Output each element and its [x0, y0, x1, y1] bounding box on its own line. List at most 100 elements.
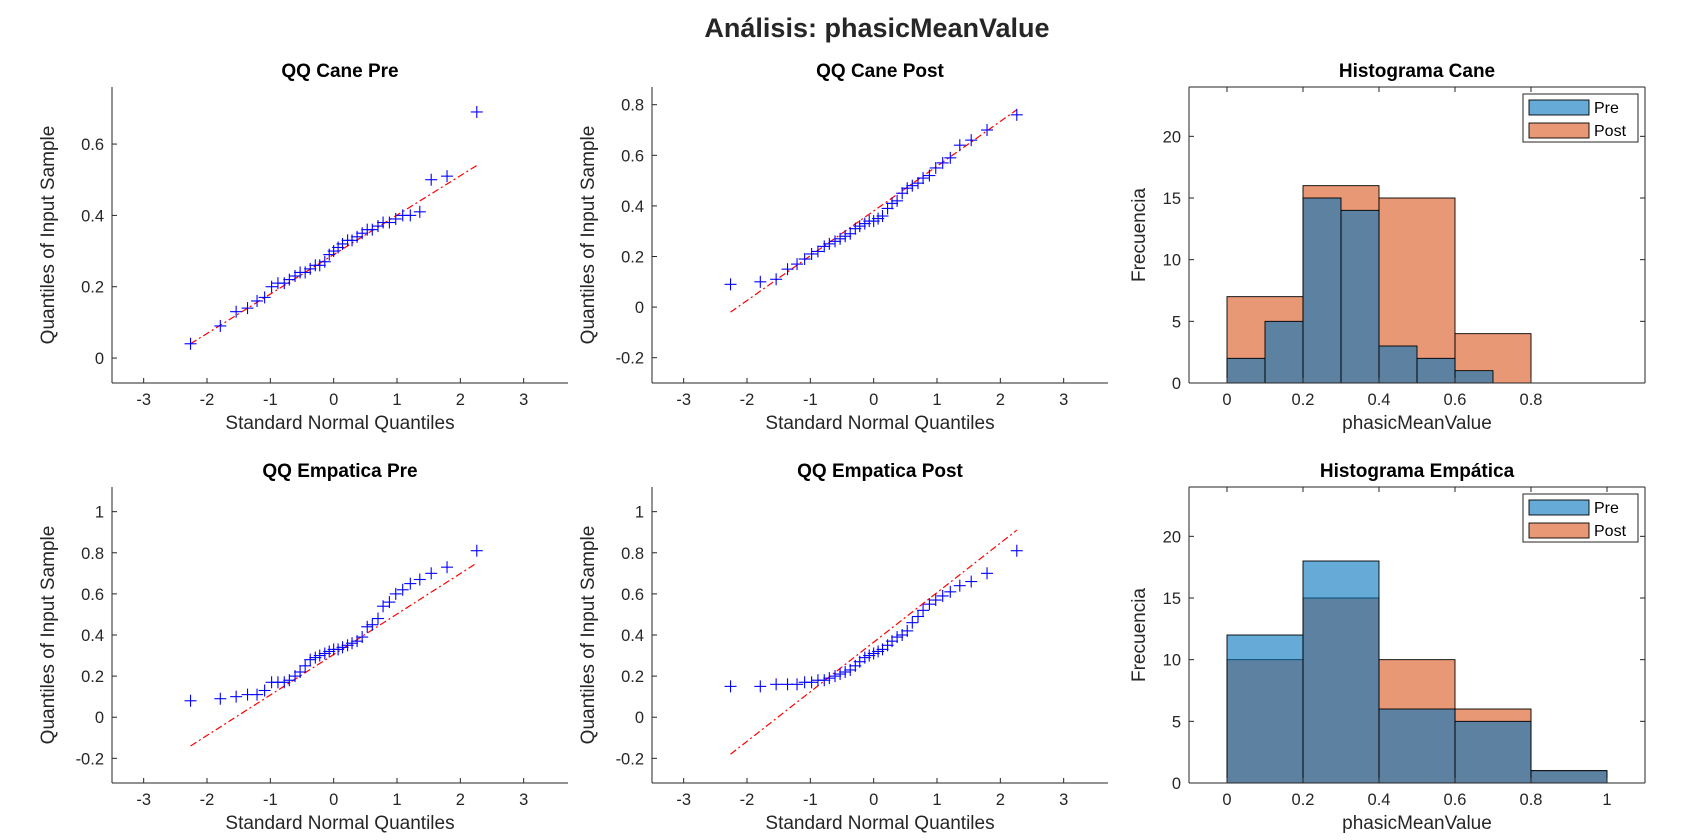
qq-point: [184, 337, 197, 350]
y-tick-label: 0: [1172, 375, 1181, 393]
y-tick-label: 0: [95, 350, 104, 368]
hist-bar-pre: [1226, 634, 1304, 784]
x-tick-label: 1: [392, 791, 401, 809]
x-tick-label: 0: [329, 791, 338, 809]
y-axis-label: Frecuencia: [1129, 588, 1150, 682]
plot-area: [112, 487, 568, 783]
legend-label: Pre: [1594, 500, 1619, 517]
qq-point: [214, 319, 227, 332]
qq-point: [230, 690, 243, 703]
qq-point: [917, 172, 930, 185]
qq-point: [413, 205, 426, 218]
y-tick-label: 0.4: [621, 627, 644, 645]
qq-point: [834, 232, 847, 245]
qq-point: [318, 255, 331, 268]
axes-layer: QQ Cane Pre -3 -2 -1 0 1 2 3 0 0.2 0.4 0.6 Standard …: [38, 61, 1646, 834]
qq-point: [383, 596, 396, 609]
y-tick-label: 0.4: [81, 627, 104, 645]
axes-title: QQ Cane Pre: [281, 61, 398, 82]
qq-point: [891, 631, 904, 644]
x-tick-label: -3: [676, 791, 691, 809]
qq-point: [944, 151, 957, 164]
axes-title: Histograma Cane: [1339, 61, 1495, 82]
qq-point: [834, 668, 847, 681]
qq-point: [377, 600, 390, 613]
qq-point: [770, 273, 783, 286]
x-tick-label: -3: [136, 391, 151, 409]
x-tick-label: 0: [1222, 391, 1231, 409]
x-tick-label: 2: [456, 391, 465, 409]
hist-bar-pre: [1378, 345, 1418, 384]
axes-title: QQ Empatica Pre: [262, 461, 417, 482]
qq-point: [906, 179, 919, 192]
x-tick-label: 0: [869, 791, 878, 809]
x-tick-label: 2: [456, 791, 465, 809]
qq-point: [754, 275, 767, 288]
qq-point: [965, 575, 978, 588]
figure-title: Análisis: phasicMeanValue: [704, 13, 1049, 43]
x-tick-label: 0.6: [1444, 791, 1467, 809]
qq-point: [901, 624, 914, 637]
qq-point: [936, 589, 949, 602]
x-tick-label: 0.6: [1444, 391, 1467, 409]
qq-point: [981, 567, 994, 580]
qq-point: [901, 182, 914, 195]
y-tick-label: 20: [1163, 128, 1181, 146]
y-tick-label: 0: [95, 709, 104, 727]
qq-point: [294, 666, 307, 678]
legend-swatch-post: [1528, 122, 1590, 139]
y-tick-label: 0.8: [621, 97, 644, 115]
x-axis-label: Standard Normal Quantiles: [225, 413, 454, 434]
qq-point: [791, 678, 804, 691]
axes-qq_cane_post: QQ Cane Post -3 -2 -1 0 1 2 3 -0.2 0 0.2 0.4 0.6 0.8 S…: [578, 61, 1108, 434]
legend-label: Post: [1594, 123, 1627, 140]
qq-point: [404, 209, 417, 222]
qq-point: [839, 230, 852, 243]
qq-point: [230, 305, 243, 318]
y-tick-label: 0.2: [621, 249, 644, 267]
qq-point: [818, 674, 831, 687]
hist-bar-pre: [1302, 560, 1380, 784]
reference-line: [730, 109, 1018, 313]
x-tick-label: -2: [740, 791, 755, 809]
x-tick-label: -2: [200, 391, 215, 409]
x-axis-label: phasicMeanValue: [1342, 413, 1492, 434]
y-axis-label: Quantiles of Input Sample: [38, 126, 59, 345]
y-tick-label: 0: [635, 299, 644, 317]
qq-point: [361, 620, 374, 633]
y-tick-label: 1: [95, 504, 104, 522]
plot-area: [112, 87, 568, 383]
axes-hist_cane: Histograma Cane 0 0.2 0.4 0.6 0.8 0 5 10 15 20 phas…: [1129, 61, 1646, 434]
qq-point: [923, 169, 936, 182]
x-tick-label: 1: [932, 391, 941, 409]
y-axis-label: Frecuencia: [1129, 188, 1150, 282]
qq-point: [829, 670, 842, 683]
x-axis-label: Standard Normal Quantiles: [225, 813, 454, 834]
y-tick-label: 20: [1163, 528, 1181, 546]
x-tick-label: -3: [136, 791, 151, 809]
x-axis-label: Standard Normal Quantiles: [765, 813, 994, 834]
legend-swatch-pre: [1528, 499, 1590, 516]
qq-point: [917, 604, 930, 617]
qq-point: [346, 637, 359, 650]
reference-line: [730, 529, 1018, 755]
qq-point: [724, 680, 737, 693]
qq-point: [853, 220, 866, 233]
legend-label: Pre: [1594, 100, 1619, 117]
hist-bar-pre: [1302, 197, 1342, 384]
x-tick-label: 3: [1059, 791, 1068, 809]
axes-qq_empatica_pre: QQ Empatica Pre -3 -2 -1 0 1 2 3 -0.2 0 0.2 0.4 0.6 0…: [38, 461, 568, 834]
legend-label: Post: [1594, 523, 1627, 540]
y-tick-label: 0.4: [621, 198, 644, 216]
hist-bar-pre: [1454, 370, 1494, 384]
y-tick-label: 15: [1163, 190, 1181, 208]
hist-bar-pre: [1340, 209, 1380, 384]
qq-point: [313, 649, 326, 662]
y-tick-label: 10: [1163, 252, 1181, 270]
qq-point: [184, 694, 197, 707]
qq-point: [425, 173, 438, 186]
x-tick-label: 3: [519, 791, 528, 809]
qq-point: [441, 561, 454, 574]
y-tick-label: 5: [1172, 713, 1181, 731]
